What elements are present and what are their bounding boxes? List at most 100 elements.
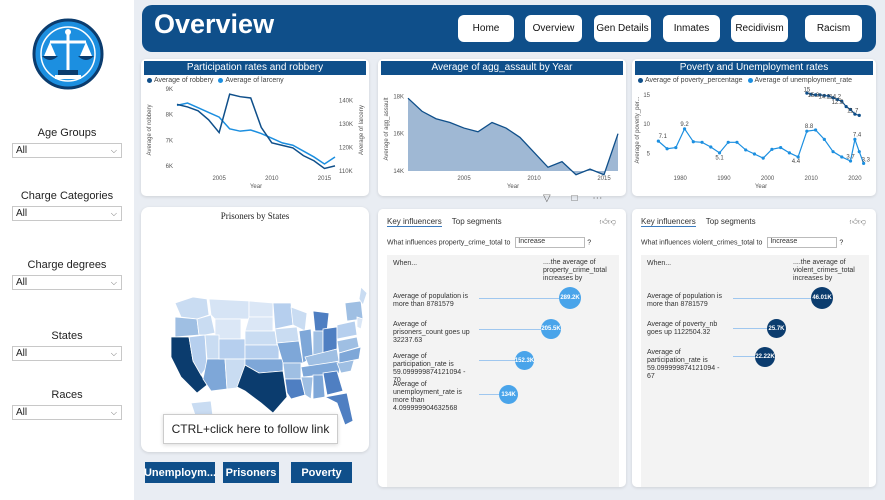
- states-dropdown[interactable]: All ⌵: [12, 346, 122, 361]
- thumbs-down-icon[interactable]: 👎︎: [857, 217, 866, 226]
- main-area: Overview Home Overview Gen Details Inmat…: [134, 0, 885, 500]
- influencer-bubble[interactable]: 22.22K: [755, 347, 775, 367]
- chevron-down-icon: ⌵: [110, 278, 117, 287]
- filter-icon[interactable]: ▽: [543, 193, 551, 204]
- age-groups-dropdown[interactable]: All ⌵: [12, 143, 122, 158]
- map-region-texas: [236, 364, 288, 414]
- thumbs-down-icon[interactable]: 👎︎: [607, 217, 616, 226]
- nav-gen-details-button[interactable]: Gen Details: [594, 15, 651, 42]
- focus-mode-icon[interactable]: □: [571, 193, 578, 204]
- nav-overview-button[interactable]: Overview: [525, 15, 582, 42]
- map-title: Prisoners by States: [220, 211, 290, 221]
- unemployment-point: [682, 127, 687, 131]
- poverty-point: [848, 107, 853, 112]
- help-icon[interactable]: ?: [587, 239, 592, 247]
- influencer-question: What influences violent_crimes_total to …: [641, 237, 843, 248]
- feedback-icons: 👍︎👎︎: [600, 217, 617, 227]
- map-region-montana: [208, 298, 250, 320]
- y-tick-label: 8K: [166, 113, 173, 119]
- tooltip-text: CTRL+click here to follow link: [171, 422, 330, 436]
- influencer-bubble[interactable]: 46.01K: [811, 287, 833, 309]
- data-label: 11.7: [847, 108, 859, 114]
- influencer-bubble[interactable]: 134K: [499, 385, 518, 404]
- map-region-kansas: [244, 344, 280, 360]
- y-tick-label: 7K: [166, 138, 173, 144]
- nav-home-button[interactable]: Home: [458, 15, 514, 42]
- map-region-oregon: [174, 316, 200, 338]
- charge-degrees-dropdown[interactable]: All ⌵: [12, 275, 122, 290]
- nav-racism-button[interactable]: Racism: [805, 15, 862, 42]
- key-influencers-violent-crimes[interactable]: Key influencers Top segments 👍︎👎︎ What i…: [632, 209, 876, 487]
- data-label: 15: [804, 87, 811, 93]
- thumbs-up-icon[interactable]: 👍︎: [599, 217, 608, 226]
- tab-key-influencers[interactable]: Key influencers: [387, 217, 442, 227]
- data-label: 5.1: [715, 155, 724, 161]
- slicer-value: All: [16, 145, 28, 156]
- map-region-colorado: [218, 338, 246, 360]
- poverty-unemployment-chart-card[interactable]: Poverty and Unemployment rates Average o…: [632, 59, 876, 196]
- chart-title: Poverty and Unemployment rates: [635, 61, 873, 75]
- x-tick-label: 2015: [597, 176, 611, 182]
- slicer-label: Charge Categories: [20, 190, 114, 202]
- map-region-louisiana: [284, 378, 306, 400]
- increase-dropdown[interactable]: Increase: [515, 237, 586, 248]
- influencer-bar: [479, 329, 541, 330]
- nav-inmates-button[interactable]: Inmates: [663, 15, 720, 42]
- influencer-bar: [479, 394, 499, 395]
- legend-dot-poverty: [638, 77, 643, 83]
- y-tick-label: 16K: [393, 132, 404, 138]
- agg-assault-chart: 14K 16K 18K 2005 2010 2015 Year Average of agg_…: [384, 94, 619, 190]
- visual-header-icons: ▽ □ ⋯: [543, 193, 602, 204]
- thumbs-up-icon[interactable]: 👍︎: [849, 217, 858, 226]
- influencer-bar: [733, 328, 767, 329]
- y-right-tick-label: 130K: [339, 122, 353, 128]
- influencer-bubble[interactable]: 205.5K: [541, 319, 561, 339]
- chevron-down-icon: ⌵: [110, 408, 117, 417]
- influencer-bubble[interactable]: 25.7K: [767, 319, 786, 338]
- x-axis-label: Year: [507, 184, 519, 190]
- tab-key-influencers[interactable]: Key influencers: [641, 217, 696, 227]
- influencer-bubble[interactable]: 289.2K: [559, 287, 581, 309]
- map-region-virginia: [336, 336, 360, 354]
- prisoners-by-states-map-card[interactable]: Prisoners by States: [141, 207, 369, 452]
- unemployment-point: [700, 140, 704, 144]
- unemployment-point: [840, 155, 844, 159]
- agg-assault-area: [408, 98, 618, 175]
- y-right-axis-label: Average of larceny: [359, 105, 365, 155]
- influencer-item-text: Average of population is more than 87815…: [647, 293, 722, 308]
- slicer-value: All: [16, 348, 28, 359]
- prisoners-button[interactable]: Prisoners: [223, 462, 279, 483]
- participation-robbery-chart-card[interactable]: Participation rates and robbery Average …: [141, 59, 369, 196]
- data-label: 3.3: [862, 158, 871, 164]
- unemployment-point: [853, 137, 857, 141]
- unemployment-point: [787, 151, 791, 155]
- influencer-item-text: Average of unemployment_rate is more tha…: [393, 381, 462, 412]
- races-dropdown[interactable]: All ⌵: [12, 405, 122, 420]
- map-region-wisconsin: [290, 306, 308, 332]
- influencer-bubble[interactable]: 152.3K: [515, 351, 534, 370]
- poverty-button[interactable]: Poverty: [291, 462, 352, 483]
- unemployment-point: [674, 145, 678, 150]
- unemployment-point: [831, 150, 835, 154]
- page-title: Overview: [154, 9, 275, 39]
- nav-recidivism-button[interactable]: Recidivism: [731, 15, 788, 42]
- sidebar: Age Groups All ⌵ Charge Categories All ⌵…: [0, 0, 134, 500]
- data-label: 7.1: [659, 134, 668, 140]
- tab-top-segments[interactable]: Top segments: [705, 217, 756, 226]
- agg-assault-chart-card[interactable]: Average of agg_assault by Year 14K 16K 18K…: [378, 59, 626, 196]
- charge-categories-dropdown[interactable]: All ⌵: [12, 206, 122, 221]
- follow-link-tooltip: CTRL+click here to follow link: [163, 414, 338, 444]
- tab-top-segments[interactable]: Top segments: [451, 217, 502, 226]
- increase-dropdown[interactable]: Increase: [767, 237, 838, 248]
- map-region-arizona: [202, 358, 228, 392]
- unemployment-button[interactable]: Unemploym...: [144, 462, 216, 483]
- justice-scale-logo: [32, 18, 104, 90]
- influencer-tabs: Key influencers Top segments: [641, 217, 764, 227]
- help-icon[interactable]: ?: [839, 239, 844, 247]
- key-influencers-property-crime[interactable]: Key influencers Top segments 👍︎👎︎ What i…: [378, 209, 626, 487]
- map-region-alabama: [312, 374, 326, 400]
- poverty-point: [809, 92, 813, 96]
- agg-assault-line: [407, 97, 619, 176]
- map-region-utah: [204, 334, 220, 360]
- more-options-icon[interactable]: ⋯: [592, 193, 603, 204]
